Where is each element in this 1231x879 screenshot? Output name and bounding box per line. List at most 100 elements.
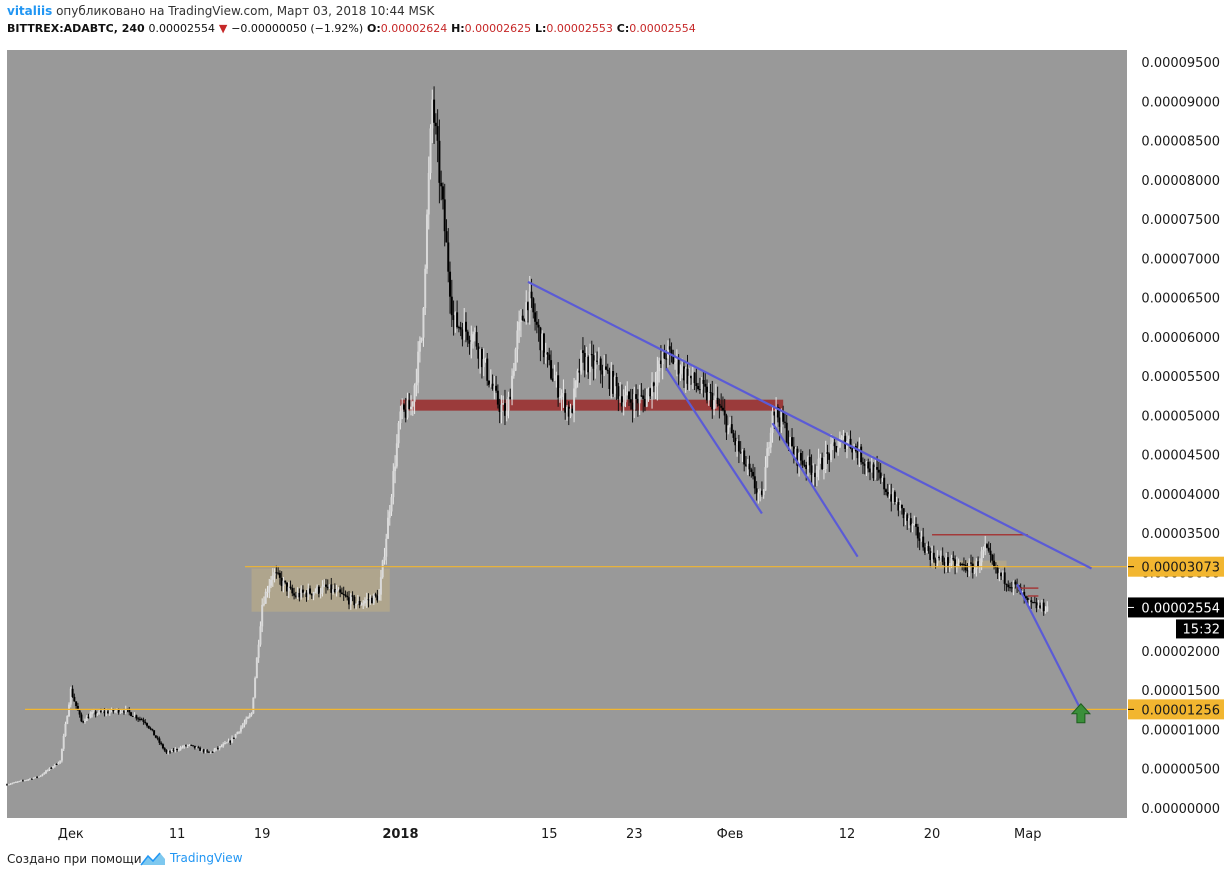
- candle-up: [1012, 581, 1015, 588]
- candle-down: [488, 380, 491, 386]
- candle-down: [376, 595, 379, 601]
- candle-up: [195, 747, 198, 749]
- candle-down: [340, 592, 343, 594]
- candle-up: [200, 749, 203, 751]
- candle-down: [709, 392, 712, 394]
- candle-up: [378, 594, 381, 601]
- candle-up: [399, 411, 402, 424]
- candle-up: [1046, 606, 1049, 612]
- candle-down: [285, 582, 288, 592]
- candle-down: [491, 383, 494, 389]
- plot-area[interactable]: [7, 50, 1127, 818]
- chart-header: vitaliis опубликовано на TradingView.com…: [0, 0, 1231, 46]
- x-tick-label: 11: [169, 827, 186, 842]
- candle-down: [158, 738, 161, 743]
- candle-up: [236, 732, 239, 735]
- candle-down: [909, 518, 912, 526]
- candle-down: [1033, 602, 1036, 604]
- candle-down: [342, 593, 345, 595]
- y-tick-label: 0.00000000: [1141, 802, 1220, 817]
- candle-up: [1037, 605, 1040, 609]
- candle-up: [48, 767, 51, 771]
- candle-down: [861, 462, 864, 464]
- candle-down: [156, 737, 159, 739]
- candle-up: [847, 438, 850, 442]
- candle-up: [493, 385, 496, 389]
- candle-up: [388, 511, 391, 518]
- candle-up: [651, 382, 654, 397]
- candle-up: [638, 395, 641, 404]
- candle-down: [799, 452, 802, 461]
- author-name[interactable]: vitaliis: [7, 4, 53, 18]
- marks-layer: [1070, 703, 1092, 724]
- candle-down: [445, 231, 448, 243]
- candle-down: [750, 469, 753, 472]
- tradingview-brand-link[interactable]: TradingView: [170, 851, 243, 865]
- candle-up: [569, 408, 572, 417]
- candle-up: [266, 591, 269, 593]
- candle-down: [459, 327, 462, 330]
- price-axis[interactable]: 0.00009500 0.00009000 0.00008500 0.00008000…: [1127, 44, 1231, 818]
- candle-down: [147, 725, 150, 729]
- candle-up: [395, 443, 398, 467]
- candle-down: [617, 386, 620, 399]
- y-tick-label: 0.00006500: [1141, 292, 1220, 307]
- candle-up: [980, 551, 983, 563]
- candle-up: [27, 779, 30, 781]
- candle-down: [199, 747, 202, 751]
- candle-up: [658, 360, 661, 372]
- candle-up: [576, 370, 579, 381]
- x-tick-label: Дек: [58, 827, 84, 842]
- candle-up: [654, 385, 657, 387]
- candle-down: [987, 547, 990, 551]
- candle-up: [312, 592, 315, 596]
- candle-down: [21, 780, 24, 782]
- candle-down: [298, 592, 301, 598]
- candle-down: [668, 346, 671, 350]
- candle-up: [757, 492, 760, 494]
- candle-down: [117, 709, 120, 713]
- candle-down: [275, 572, 278, 574]
- candle-down: [404, 409, 407, 418]
- candle-up: [170, 749, 173, 752]
- candle-up: [222, 744, 225, 747]
- price-chart[interactable]: 0.00009500 0.00009000 0.00008500 0.00008000…: [0, 44, 1231, 854]
- candle-up: [355, 603, 358, 606]
- candle-up: [920, 536, 923, 541]
- candle-up: [62, 735, 65, 749]
- candle-down: [886, 491, 889, 497]
- candle-up: [798, 452, 801, 466]
- candle-down: [449, 271, 452, 297]
- candle-up: [20, 780, 23, 782]
- candle-up: [105, 711, 108, 714]
- published-text: опубликовано на TradingView.com, Март 03…: [56, 4, 435, 18]
- candle-down: [351, 595, 354, 597]
- candle-up: [177, 749, 180, 751]
- candle-up: [369, 597, 372, 601]
- candle-down: [456, 312, 459, 328]
- candle-up: [812, 472, 815, 475]
- candle-down: [94, 711, 97, 715]
- trendline: [771, 422, 859, 558]
- candle-up: [255, 657, 258, 679]
- candle-up: [541, 333, 544, 351]
- high-value: 0.00002625: [464, 22, 532, 35]
- candle-up: [186, 744, 189, 747]
- candle-up: [473, 332, 476, 335]
- candle-up: [66, 716, 69, 724]
- x-tick-label: 2018: [382, 827, 418, 842]
- candle-up: [59, 760, 62, 764]
- candle-down: [190, 744, 193, 746]
- candle-down: [78, 710, 81, 715]
- candle-down: [151, 728, 154, 731]
- candle-down: [165, 750, 168, 753]
- candle-down: [996, 567, 999, 574]
- candle-down: [457, 327, 460, 329]
- candle-up: [422, 308, 425, 338]
- candle-down: [808, 456, 811, 466]
- candle-down: [145, 723, 148, 726]
- candle-up: [262, 603, 265, 605]
- candle-down: [333, 589, 336, 593]
- time-axis[interactable]: Дек 11 19 2018 15 23 Фев 12 20 Мар: [0, 818, 1231, 854]
- candle-up: [565, 406, 568, 413]
